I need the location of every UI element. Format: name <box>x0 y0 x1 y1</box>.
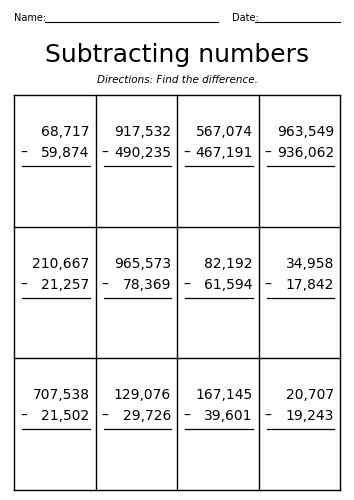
Text: Subtracting numbers: Subtracting numbers <box>45 43 309 67</box>
Text: Date:: Date: <box>232 13 259 23</box>
Text: 917,532: 917,532 <box>114 125 171 139</box>
Text: 707,538: 707,538 <box>33 388 90 402</box>
Text: 21,257: 21,257 <box>41 278 90 291</box>
Text: 20,707: 20,707 <box>286 388 334 402</box>
Text: –: – <box>183 146 190 160</box>
Text: 82,192: 82,192 <box>204 256 252 270</box>
Text: 39,601: 39,601 <box>204 410 252 424</box>
Text: 936,062: 936,062 <box>277 146 334 160</box>
Text: Name:: Name: <box>14 13 46 23</box>
Text: –: – <box>102 146 108 160</box>
Text: 490,235: 490,235 <box>114 146 171 160</box>
Text: 17,842: 17,842 <box>286 278 334 291</box>
Text: 965,573: 965,573 <box>114 256 171 270</box>
Text: –: – <box>264 146 272 160</box>
Text: Directions: Find the difference.: Directions: Find the difference. <box>97 75 257 85</box>
Text: –: – <box>183 410 190 424</box>
Text: –: – <box>20 146 27 160</box>
Text: 34,958: 34,958 <box>286 256 334 270</box>
Text: 19,243: 19,243 <box>286 410 334 424</box>
Text: –: – <box>20 410 27 424</box>
Text: 29,726: 29,726 <box>122 410 171 424</box>
Text: 68,717: 68,717 <box>41 125 90 139</box>
Text: 467,191: 467,191 <box>195 146 252 160</box>
Text: 21,502: 21,502 <box>41 410 90 424</box>
Text: 167,145: 167,145 <box>195 388 252 402</box>
Text: 61,594: 61,594 <box>204 278 252 291</box>
Text: –: – <box>20 278 27 291</box>
Text: 567,074: 567,074 <box>195 125 252 139</box>
Text: –: – <box>264 410 272 424</box>
Text: 963,549: 963,549 <box>277 125 334 139</box>
Text: 59,874: 59,874 <box>41 146 90 160</box>
Text: –: – <box>183 278 190 291</box>
Text: –: – <box>102 410 108 424</box>
Text: –: – <box>102 278 108 291</box>
Text: 210,667: 210,667 <box>32 256 90 270</box>
Text: 129,076: 129,076 <box>114 388 171 402</box>
Text: –: – <box>264 278 272 291</box>
Text: 78,369: 78,369 <box>122 278 171 291</box>
